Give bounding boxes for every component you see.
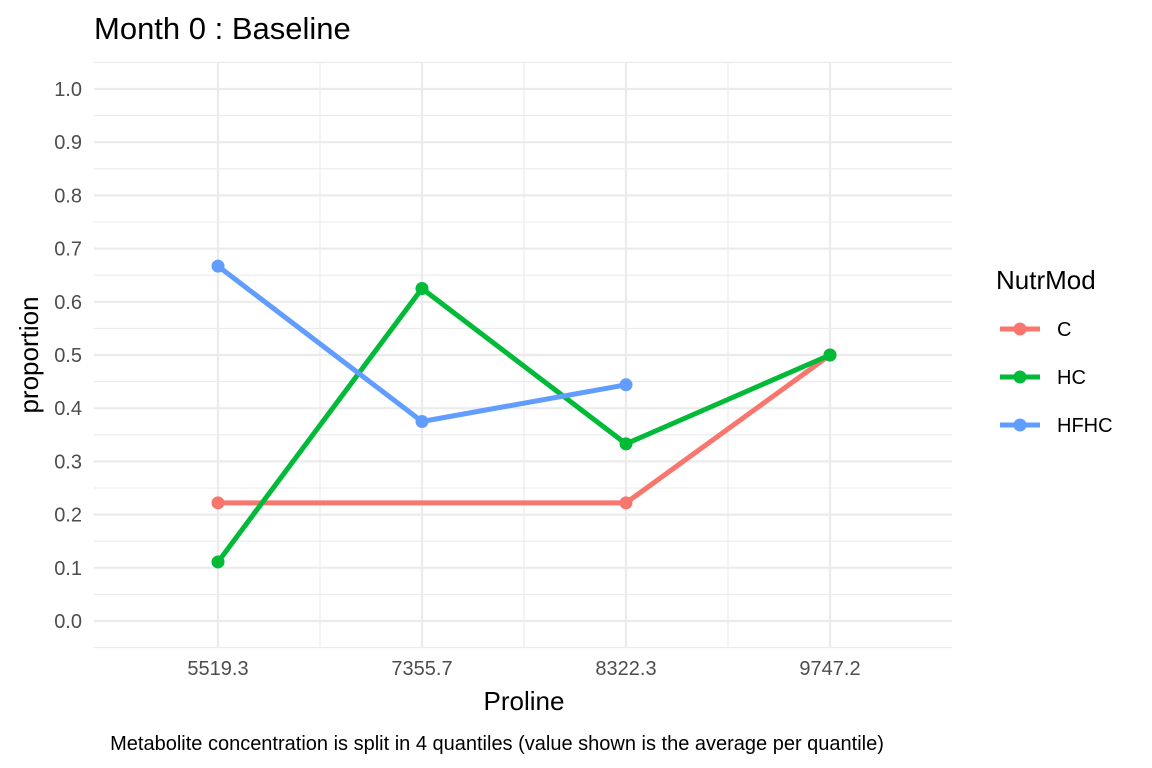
chart-caption: Metabolite concentration is split in 4 q… <box>110 733 884 755</box>
legend-key-point <box>1013 418 1027 432</box>
data-point-c <box>619 496 633 510</box>
x-tick-label: 9747.2 <box>799 658 860 680</box>
legend-label: HFHC <box>1057 415 1113 437</box>
data-point-hfhc <box>211 259 225 273</box>
y-tick-label: 0.9 <box>54 132 82 154</box>
y-tick-label: 0.8 <box>54 185 82 207</box>
y-tick-label: 0.5 <box>54 345 82 367</box>
legend-label: C <box>1057 319 1071 341</box>
y-tick-label: 0.3 <box>54 451 82 473</box>
legend-key-point <box>1013 322 1027 336</box>
x-tick-label: 5519.3 <box>187 658 248 680</box>
x-tick-label: 7355.7 <box>391 658 452 680</box>
y-tick-label: 0.4 <box>54 398 82 420</box>
y-tick-label: 0.0 <box>54 611 82 633</box>
y-axis-ticks: 0.0 0.1 0.2 0.3 0.4 0.5 0.6 0.7 0.8 0.9 1.0 <box>54 79 82 633</box>
grid <box>94 61 952 649</box>
chart-title: Month 0 : Baseline <box>94 11 351 46</box>
legend-key-point <box>1013 370 1027 384</box>
data-point-hc <box>619 437 633 451</box>
y-tick-label: 0.1 <box>54 558 82 580</box>
y-tick-label: 0.6 <box>54 292 82 314</box>
y-axis-title: proportion <box>14 296 44 413</box>
y-tick-label: 0.2 <box>54 505 82 527</box>
data-point-hc <box>823 348 837 362</box>
data-point-hc <box>211 555 225 569</box>
x-axis-ticks: 5519.3 7355.7 8322.3 9747.2 <box>187 658 860 680</box>
legend-title: NutrMod <box>996 265 1096 295</box>
legend: NutrMod C HC HFHC <box>996 265 1113 437</box>
series-layer <box>211 259 837 569</box>
series-line-hc <box>215 286 831 564</box>
y-tick-label: 0.7 <box>54 239 82 261</box>
x-tick-label: 8322.3 <box>595 658 656 680</box>
data-point-hfhc <box>619 378 633 392</box>
legend-label: HC <box>1057 367 1086 389</box>
data-point-hc <box>415 282 429 295</box>
data-point-c <box>211 496 225 510</box>
data-point-hfhc <box>415 415 429 428</box>
y-tick-label: 1.0 <box>54 79 82 101</box>
x-axis-title: Proline <box>484 686 565 716</box>
